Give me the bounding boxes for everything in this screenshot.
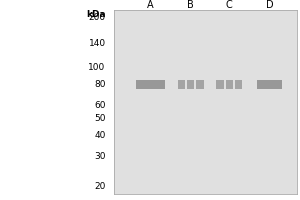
Text: 60: 60 [94,101,106,110]
Text: D: D [266,0,273,10]
Bar [196,80,204,89]
Text: 30: 30 [94,152,106,161]
Text: 200: 200 [88,13,106,22]
Bar [178,80,185,89]
Bar [257,80,282,89]
Text: 100: 100 [88,63,106,72]
Text: A: A [147,0,154,10]
Text: 50: 50 [94,114,106,123]
Bar [226,80,233,89]
Text: 140: 140 [88,39,106,48]
Bar [235,80,242,89]
Text: C: C [226,0,233,10]
Text: 20: 20 [94,182,106,191]
Text: B: B [188,0,194,10]
Text: 80: 80 [94,80,106,89]
Bar [217,80,224,89]
Bar [187,80,194,89]
Text: kDa: kDa [86,10,106,19]
Bar [136,80,165,89]
Text: 40: 40 [94,131,106,140]
